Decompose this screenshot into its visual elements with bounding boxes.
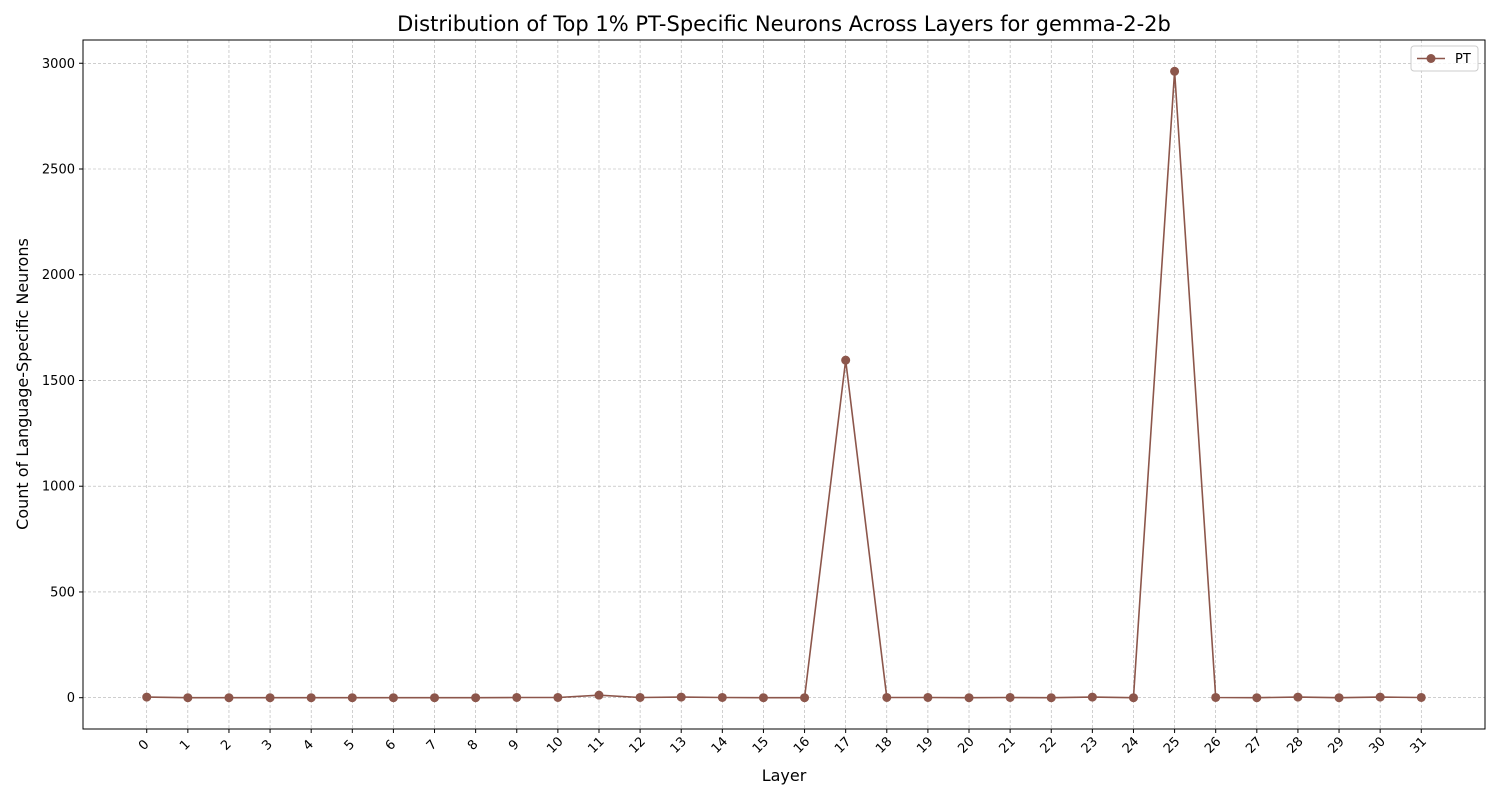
y-tick-label: 2500	[42, 163, 75, 178]
data-point	[1293, 692, 1303, 702]
data-point	[594, 690, 604, 700]
data-point	[1087, 692, 1097, 702]
y-axis-ticks: 0 500 1000 1500 2000 2500 3000	[42, 57, 83, 706]
data-point	[1005, 692, 1015, 702]
data-point	[142, 692, 152, 702]
data-point	[388, 693, 398, 703]
data-point	[347, 693, 357, 703]
data-point	[265, 693, 275, 703]
y-tick-label: 1000	[42, 480, 75, 495]
data-point	[183, 693, 193, 703]
data-point	[224, 693, 234, 703]
data-point	[635, 692, 645, 702]
chart-title: Distribution of Top 1% PT-Specific Neuro…	[397, 12, 1171, 36]
y-tick-label: 0	[67, 691, 75, 706]
y-tick-label: 500	[50, 585, 75, 600]
legend-marker-pt	[1426, 54, 1436, 63]
data-point	[1416, 692, 1426, 702]
data-point	[1046, 693, 1056, 703]
data-point	[471, 693, 481, 703]
data-point	[717, 692, 727, 702]
data-point	[1252, 693, 1262, 703]
series-line-pt	[146, 70, 1422, 699]
plot-area-frame	[82, 39, 1486, 730]
data-point	[1375, 692, 1385, 702]
x-axis-label: Layer	[762, 766, 807, 785]
y-tick-label: 1500	[42, 374, 75, 389]
data-point	[430, 693, 440, 703]
legend: PT	[1410, 45, 1479, 72]
data-point	[553, 692, 563, 702]
data-point	[800, 693, 810, 703]
data-point	[306, 693, 316, 703]
data-point	[1334, 693, 1344, 703]
y-axis-label: Count of Language-Specific Neurons	[13, 238, 32, 530]
data-point	[923, 692, 933, 702]
data-point	[882, 692, 892, 702]
data-point	[1170, 66, 1180, 76]
data-point	[676, 692, 686, 702]
series-layer	[142, 66, 1426, 703]
data-point	[758, 693, 768, 703]
data-point	[1128, 693, 1138, 703]
data-point	[964, 693, 974, 703]
y-tick-label: 2000	[42, 268, 75, 283]
data-point	[1211, 692, 1221, 702]
y-tick-label: 3000	[42, 57, 75, 72]
data-point	[841, 355, 851, 365]
legend-label-pt: PT	[1455, 52, 1471, 67]
data-point	[512, 692, 522, 702]
